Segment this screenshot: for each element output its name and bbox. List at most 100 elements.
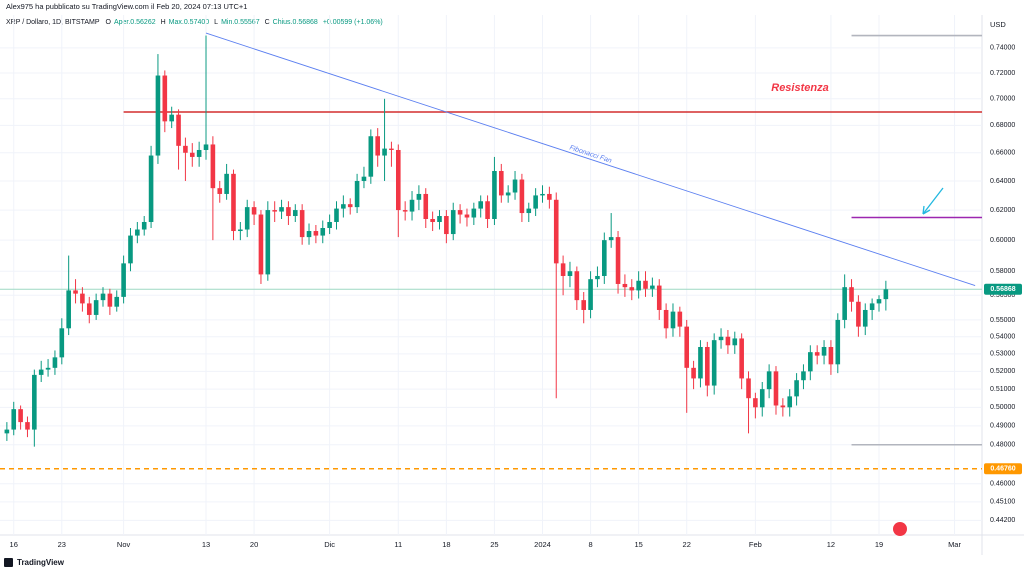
candle-body [210,144,216,189]
candle-body [25,422,30,430]
candle-body [499,170,504,196]
x-tick-label: 19 [875,540,883,549]
candle-body [794,380,799,397]
legend: XRP / Dollaro, 1D, BITSTAMP O Aper.0.56262… [6,19,383,26]
legend-text: C [265,19,270,26]
candle-body [416,193,422,200]
candle-body [766,371,772,390]
candle-body [684,326,690,368]
candle-body [725,336,731,346]
candle-body [711,340,717,386]
candle-body [622,283,628,288]
legend-text: Max.0.57400 [169,19,210,26]
candle-body [327,221,332,229]
candle-body [705,346,710,386]
candle-body [856,301,861,327]
candle-body [382,148,387,156]
candle-body [533,195,538,209]
x-tick-label: 25 [490,540,498,549]
event-icon [893,522,907,536]
candle-body [602,240,607,276]
candle-body [636,280,641,291]
candle-body [183,145,188,153]
candle-body [354,180,360,208]
candle-body [869,303,875,310]
candle-body [73,290,78,294]
candle-body [780,405,786,408]
candle-body [341,204,346,209]
y-tick-label: 0.66000 [990,150,1015,157]
candle-body [670,311,676,329]
x-tick-label: 18 [442,540,450,549]
candle-body [663,309,669,329]
candle-body [732,338,738,346]
candle-body [203,144,209,150]
y-tick-label: 0.46000 [990,481,1015,488]
candle-body [629,287,635,291]
y-tick-label: 0.44200 [990,517,1015,524]
y-tick-label: 0.54000 [990,334,1015,341]
candle-body [540,193,545,196]
y-tick-label: 0.58000 [990,268,1015,275]
y-tick-label: 0.51000 [990,386,1015,393]
candle-body [299,210,305,238]
candle-body [389,148,394,150]
candle-body [162,75,168,122]
candle-body [52,357,58,368]
candle-body [437,216,442,222]
candle-body [402,210,408,212]
x-tick-label: 12 [827,540,835,549]
candle-body [265,210,271,275]
arrow [922,187,944,215]
candle-body [306,231,312,238]
candle-body [444,216,449,235]
y-tick-label: 0.72000 [990,70,1015,77]
price-label: 0.56868 [990,286,1015,293]
candle-body [313,231,319,236]
legend-text: Min.0.55567 [221,19,260,26]
x-tick-label: 22 [683,540,691,549]
candle-body [526,208,532,214]
candle-body [107,293,113,307]
candle-body [718,336,724,341]
candle-body [519,179,525,214]
candle-body [457,210,463,215]
candle-body [876,299,882,304]
x-tick-label: 11 [394,540,402,549]
candle-body [677,311,683,327]
trendline [205,32,976,286]
candle-body [773,371,779,406]
y-tick-label: 0.56500 [990,292,1015,299]
y-tick-label: 0.60000 [990,237,1015,244]
candle-body [828,346,834,365]
candle-body [450,210,456,235]
legend-text: L [214,19,218,26]
candle-body [93,300,99,315]
y-tick-label: 0.45100 [990,499,1015,506]
price-label-box [984,283,1022,295]
legend-text: Aper.0.56262 [114,19,156,26]
candle-body [739,338,744,379]
x-tick-label: Mar [948,540,961,549]
candle-body [588,279,593,310]
candle-body [753,398,758,408]
candle-body [656,285,662,310]
candle-body [478,201,483,209]
y-tick-label: 0.48000 [990,442,1015,449]
candle-body [423,193,429,219]
candle-body [272,210,277,212]
candle-body [189,152,195,157]
legend-text: Chius.0.56868 [273,19,318,26]
candle-body [231,173,236,232]
y-tick-label: 0.53000 [990,351,1015,358]
candle-body [615,237,621,284]
publisher: Alex975 ha pubblicato su TradingView.com… [6,2,247,11]
candle-body [883,289,889,300]
candle-body [244,207,250,230]
candle-body [505,192,511,196]
y-tick-label: 0.49000 [990,423,1015,430]
arrow-head [922,205,931,215]
candle-body [842,287,847,320]
y-tick-label: 0.74000 [990,45,1015,52]
